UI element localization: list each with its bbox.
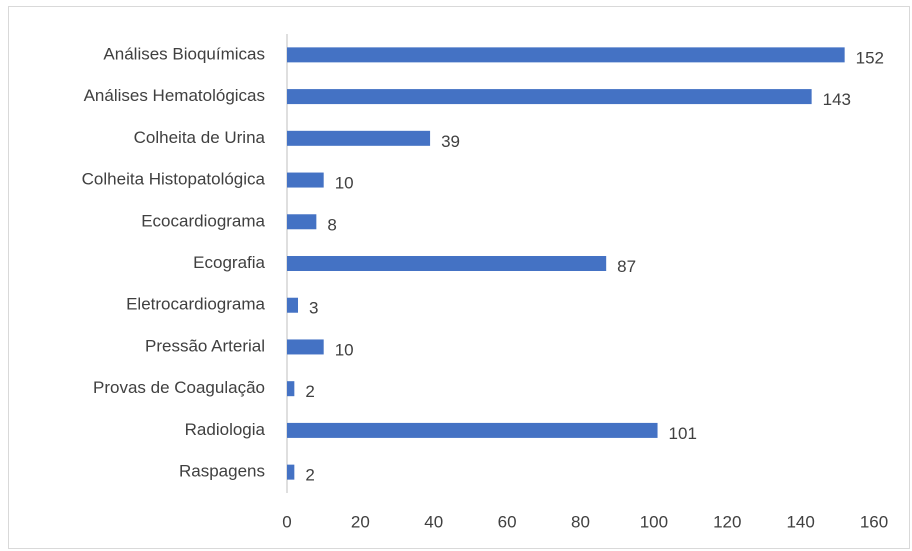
x-tick-label: 20: [351, 512, 370, 531]
data-label: 3: [309, 299, 318, 318]
x-tick-label: 60: [498, 512, 517, 531]
bar: [287, 130, 431, 146]
y-tick-label: Ecocardiograma: [141, 211, 265, 230]
data-label: 2: [305, 466, 314, 485]
y-tick-label: Colheita de Urina: [134, 128, 266, 147]
bar: [287, 422, 658, 438]
data-label: 10: [335, 340, 354, 359]
data-label: 87: [617, 257, 636, 276]
x-tick-label: 80: [571, 512, 590, 531]
y-tick-label: Pressão Arterial: [145, 336, 265, 355]
bar: [287, 297, 299, 313]
data-label: 152: [856, 48, 884, 67]
bar: [287, 172, 324, 188]
bar: [287, 47, 845, 63]
data-label: 39: [441, 132, 460, 151]
x-tick-label: 100: [640, 512, 668, 531]
y-tick-label: Colheita Histopatológica: [82, 170, 266, 189]
x-tick-label: 0: [282, 512, 291, 531]
bar: [287, 464, 295, 480]
y-tick-label: Raspagens: [179, 462, 265, 481]
y-tick-label: Radiologia: [185, 420, 266, 439]
x-tick-label: 140: [786, 512, 814, 531]
x-tick-label: 160: [860, 512, 888, 531]
x-tick-label: 40: [424, 512, 443, 531]
bar: [287, 214, 317, 230]
data-label: 10: [335, 174, 354, 193]
y-tick-label: Ecografia: [193, 253, 265, 272]
data-label: 8: [327, 215, 336, 234]
x-tick-label: 120: [713, 512, 741, 531]
bar: [287, 89, 812, 105]
data-label: 2: [305, 382, 314, 401]
bar: [287, 381, 295, 397]
bar: [287, 339, 324, 355]
y-tick-label: Eletrocardiograma: [126, 295, 265, 314]
bar: [287, 256, 607, 271]
y-tick-label: Análises Hematológicas: [84, 86, 265, 105]
y-tick-label: Provas de Coagulação: [93, 378, 265, 397]
data-label: 143: [823, 90, 851, 109]
data-label: 101: [669, 424, 697, 443]
y-tick-label: Análises Bioquímicas: [103, 44, 265, 63]
